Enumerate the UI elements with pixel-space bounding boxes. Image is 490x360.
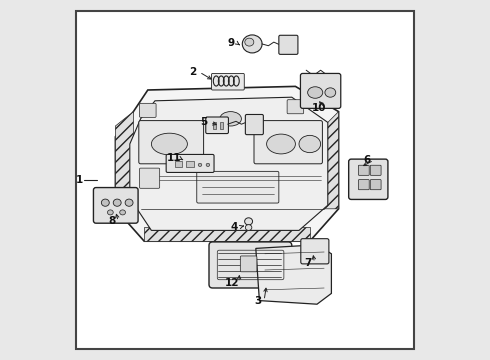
Text: 11: 11 xyxy=(167,153,181,163)
FancyBboxPatch shape xyxy=(94,188,138,223)
Ellipse shape xyxy=(325,88,336,97)
Polygon shape xyxy=(116,86,339,241)
Polygon shape xyxy=(130,97,328,230)
FancyBboxPatch shape xyxy=(166,154,214,172)
Text: 9: 9 xyxy=(227,38,234,48)
FancyBboxPatch shape xyxy=(140,103,156,117)
FancyBboxPatch shape xyxy=(287,100,304,114)
Ellipse shape xyxy=(198,163,202,166)
Ellipse shape xyxy=(308,87,323,98)
Ellipse shape xyxy=(107,210,113,215)
Ellipse shape xyxy=(245,218,252,225)
FancyBboxPatch shape xyxy=(301,239,329,264)
Text: 8: 8 xyxy=(108,216,116,226)
FancyBboxPatch shape xyxy=(209,242,292,288)
Ellipse shape xyxy=(113,199,121,206)
Ellipse shape xyxy=(245,38,254,46)
FancyBboxPatch shape xyxy=(197,171,279,203)
Ellipse shape xyxy=(151,133,187,155)
Ellipse shape xyxy=(125,199,133,206)
Ellipse shape xyxy=(245,225,252,230)
Bar xyxy=(186,161,194,167)
FancyBboxPatch shape xyxy=(140,168,160,188)
Ellipse shape xyxy=(267,134,295,154)
FancyBboxPatch shape xyxy=(240,256,257,272)
Polygon shape xyxy=(324,112,339,209)
Polygon shape xyxy=(144,227,310,241)
FancyBboxPatch shape xyxy=(370,180,381,190)
Text: 10: 10 xyxy=(312,103,326,113)
Ellipse shape xyxy=(299,135,320,153)
FancyBboxPatch shape xyxy=(212,73,245,90)
FancyBboxPatch shape xyxy=(358,180,369,190)
FancyBboxPatch shape xyxy=(279,35,298,54)
Text: 3: 3 xyxy=(254,296,261,306)
Text: 2: 2 xyxy=(189,67,196,77)
FancyBboxPatch shape xyxy=(370,165,381,175)
FancyBboxPatch shape xyxy=(139,121,204,164)
Ellipse shape xyxy=(120,210,125,215)
Text: 6: 6 xyxy=(364,155,371,165)
FancyBboxPatch shape xyxy=(206,117,228,134)
Ellipse shape xyxy=(101,199,109,206)
Polygon shape xyxy=(116,112,133,209)
Bar xyxy=(220,122,223,129)
Text: 7: 7 xyxy=(304,258,312,268)
Bar xyxy=(213,122,216,129)
FancyBboxPatch shape xyxy=(349,159,388,199)
Text: 5: 5 xyxy=(200,117,207,127)
FancyBboxPatch shape xyxy=(254,121,322,164)
Ellipse shape xyxy=(242,35,262,53)
Polygon shape xyxy=(256,245,331,304)
FancyBboxPatch shape xyxy=(358,165,369,175)
Text: 1: 1 xyxy=(76,175,83,185)
Text: 12: 12 xyxy=(225,278,240,288)
Bar xyxy=(175,161,182,167)
FancyBboxPatch shape xyxy=(300,73,341,108)
Ellipse shape xyxy=(206,163,210,166)
FancyBboxPatch shape xyxy=(245,114,263,135)
Ellipse shape xyxy=(220,112,242,126)
Text: 4: 4 xyxy=(230,222,238,232)
